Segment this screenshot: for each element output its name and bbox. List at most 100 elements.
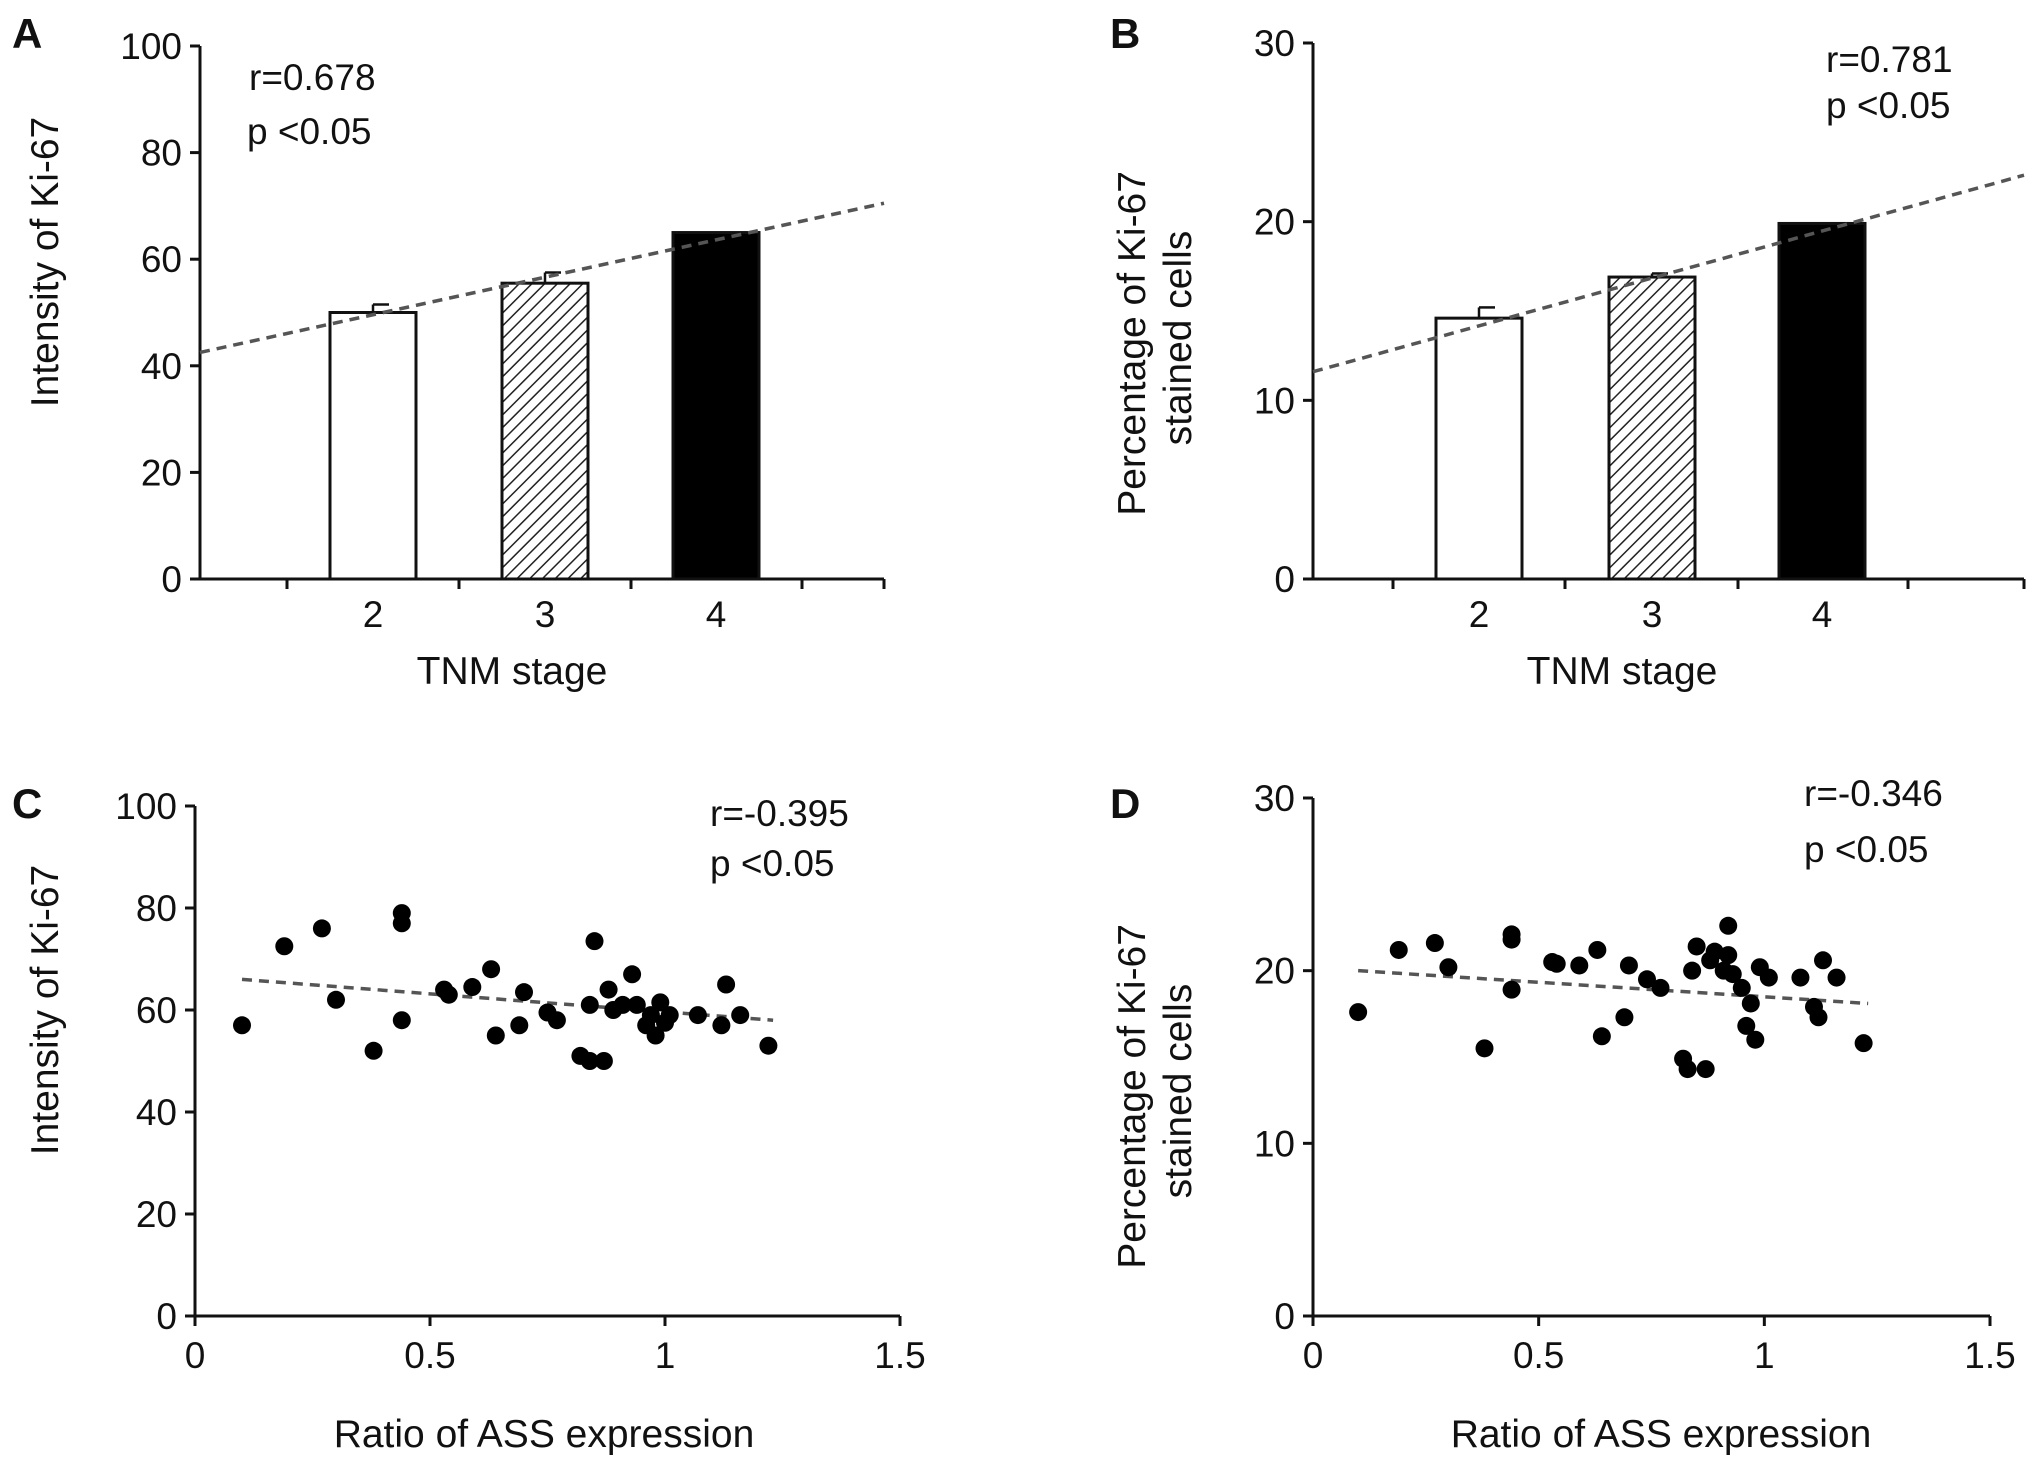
y-tick-label-c: 100 — [115, 786, 177, 827]
scatter-point-c — [594, 1052, 613, 1070]
x-tick-label-d: 0 — [1303, 1335, 1324, 1376]
scatter-point-d — [1588, 940, 1607, 959]
y-axis-label-b-line-2: stained cells — [1157, 231, 1200, 446]
y-tick-label-c: 20 — [136, 1194, 177, 1235]
scatter-point-d — [1425, 934, 1444, 953]
x-tick-label-d: 0.5 — [1513, 1335, 1564, 1376]
panel-letter-c: C — [12, 780, 42, 827]
scatter-point-d — [1678, 1060, 1697, 1079]
chart-b-plot: 0 10 20 30 2 3 4 — [1254, 23, 2026, 635]
scatter-point-c — [392, 904, 411, 923]
scatter-point-d — [1737, 1016, 1756, 1035]
stat-p-b: p <0.05 — [1826, 85, 1950, 126]
chart-c-plot: 0 20 40 60 80 100 0 0.5 1 1.5 — [115, 786, 925, 1376]
x-tick-label-b: 3 — [1642, 594, 1663, 635]
y-axis-label-c: Intensity of Ki-67 — [24, 865, 67, 1155]
scatter-point-d — [1475, 1039, 1494, 1058]
scatter-point-d — [1570, 956, 1589, 975]
scatter-point-d — [1637, 970, 1656, 989]
x-tick-label-c: 1.5 — [874, 1335, 925, 1376]
y-tick-label-c: 40 — [136, 1092, 177, 1133]
scatter-point-d — [1547, 954, 1566, 973]
panel-b: B 0 10 20 30 2 3 4 TNM stage Percentage of Ki-… — [1110, 10, 2026, 693]
x-tick-label-d: 1 — [1754, 1335, 1775, 1376]
y-tick-label-d: 30 — [1254, 778, 1295, 819]
y-tick-label-a: 60 — [141, 239, 182, 280]
panel-d: D 0 10 20 30 0 0.5 1 1.5 Ratio of ASS expressio… — [1110, 773, 2016, 1456]
scatter-point-d — [1439, 958, 1458, 977]
stat-p-d: p <0.05 — [1804, 829, 1928, 870]
bar-a-3 — [500, 281, 590, 581]
y-tick-label-b: 30 — [1254, 23, 1295, 64]
scatter-point-c — [463, 978, 482, 997]
scatter-point-d — [1615, 1008, 1634, 1027]
x-axis-label-a: TNM stage — [417, 650, 608, 693]
panel-letter-b: B — [1110, 10, 1140, 57]
scatter-point-c — [627, 995, 646, 1014]
x-axis-label-b: TNM stage — [1527, 650, 1718, 693]
scatter-point-d — [1683, 961, 1702, 980]
y-tick-label-d: 0 — [1274, 1296, 1295, 1337]
scatter-point-c — [599, 980, 618, 999]
scatter-point-c — [486, 1026, 505, 1045]
stat-r-c: r=-0.395 — [710, 793, 849, 834]
y-axis-label-a: Intensity of Ki-67 — [24, 117, 67, 407]
scatter-point-d — [1827, 968, 1846, 987]
stat-r-a: r=0.678 — [249, 57, 376, 98]
y-tick-label-c: 80 — [136, 888, 177, 929]
scatter-point-c — [688, 1006, 707, 1025]
y-tick-label-d: 20 — [1254, 951, 1295, 992]
scatter-point-c — [312, 919, 331, 938]
scatter-point-d — [1746, 1030, 1765, 1049]
scatter-point-d — [1705, 942, 1724, 961]
panel-a: A 0 20 40 60 80 100 2 3 4 TNM stage Intensity of… — [12, 10, 886, 693]
x-tick-label-a: 4 — [706, 594, 727, 635]
scatter-point-c — [712, 1016, 731, 1035]
scatter-point-c — [392, 1011, 411, 1030]
scatter-point-d — [1814, 951, 1833, 970]
chart-a-plot: 0 20 40 60 80 100 2 3 4 — [120, 26, 886, 635]
stat-p-a: p <0.05 — [247, 111, 371, 152]
chart-d-plot: 0 10 20 30 0 0.5 1 1.5 — [1254, 778, 2016, 1376]
bar-a-2 — [328, 311, 418, 581]
trendline-a — [199, 201, 885, 355]
scatter-point-c — [651, 993, 670, 1012]
x-tick-label-d: 1.5 — [1964, 1335, 2015, 1376]
scatter-point-c — [547, 1011, 566, 1030]
bar-b-2 — [1434, 316, 1524, 581]
y-axis-label-d-line-2: stained cells — [1157, 984, 1200, 1199]
scatter-point-c — [731, 1006, 750, 1025]
scatter-point-d — [1759, 968, 1778, 987]
scatter-point-c — [585, 932, 604, 951]
scatter-point-c — [641, 1006, 660, 1025]
bar-a-4 — [671, 231, 761, 581]
scatter-point-d — [1592, 1027, 1611, 1046]
y-axis-label-b-line-1: Percentage of Ki-67 — [1111, 171, 1154, 516]
trendline-d — [1358, 968, 1869, 1006]
stat-r-d: r=-0.346 — [1804, 773, 1943, 814]
scatter-point-d — [1651, 978, 1670, 997]
scatter-point-d — [1389, 940, 1408, 959]
y-axis-label-d-line-1: Percentage of Ki-67 — [1111, 924, 1154, 1269]
scatter-point-c — [510, 1016, 529, 1035]
scatter-point-d — [1502, 980, 1521, 999]
scatter-point-c — [759, 1036, 778, 1055]
panel-letter-d: D — [1110, 780, 1140, 827]
x-tick-label-c: 1 — [655, 1335, 676, 1376]
x-tick-label-b: 4 — [1812, 594, 1833, 635]
stat-r-b: r=0.781 — [1826, 39, 1953, 80]
y-tick-label-b: 0 — [1274, 559, 1295, 600]
y-axis-label-d: Percentage of Ki-67 stained cells — [1111, 913, 1200, 1269]
y-tick-label-a: 20 — [141, 452, 182, 493]
scatter-point-c — [275, 937, 294, 956]
y-tick-label-b: 20 — [1254, 202, 1295, 243]
bar-b-3 — [1607, 275, 1697, 581]
scatter-point-c — [580, 1052, 599, 1070]
y-tick-label-a: 40 — [141, 346, 182, 387]
x-tick-label-b: 2 — [1469, 594, 1490, 635]
scatter-point-d — [1732, 978, 1751, 997]
x-tick-label-c: 0.5 — [404, 1335, 455, 1376]
scatter-point-c — [515, 983, 533, 1002]
